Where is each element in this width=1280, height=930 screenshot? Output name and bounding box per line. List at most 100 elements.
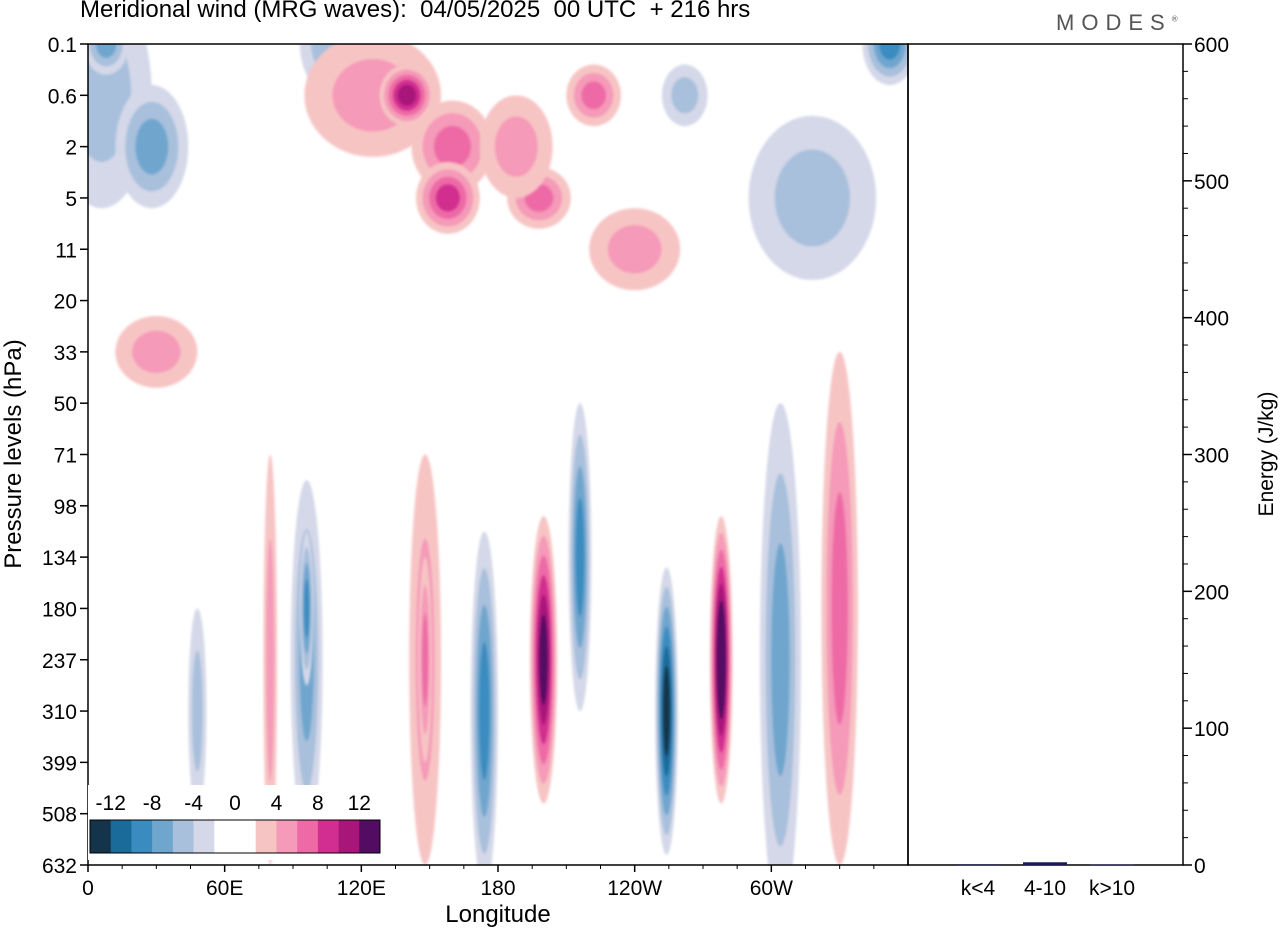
colorbar-swatch xyxy=(338,820,360,853)
energy-axis: 0 100 200 300 400 500 600 xyxy=(1183,34,1229,878)
wind-blob xyxy=(115,315,198,388)
wind-contour-shell xyxy=(132,330,181,374)
y-tick-label: 50 xyxy=(54,393,77,416)
wind-contour-shell xyxy=(397,84,417,106)
wind-blob xyxy=(470,531,498,865)
wind-contour-shell xyxy=(771,543,790,777)
y-tick-label: 71 xyxy=(54,445,77,468)
colorbar-swatch xyxy=(110,820,132,853)
colorbar-label: -8 xyxy=(143,792,162,815)
y-tick-label: 20 xyxy=(54,291,77,314)
y-tick-label: 134 xyxy=(42,547,77,570)
colorbar-label: 4 xyxy=(271,792,283,815)
energy-tick-label: 500 xyxy=(1194,171,1229,194)
wind-contour-shell xyxy=(581,81,607,110)
colorbar-swatch xyxy=(359,820,381,853)
energy-bar xyxy=(1090,864,1134,866)
colorbar-swatch xyxy=(131,820,153,853)
wind-blob xyxy=(589,208,681,291)
wind-blob xyxy=(115,85,189,209)
y-tick-label: 0.6 xyxy=(48,85,77,108)
modes-logo: MODES® xyxy=(1056,10,1178,35)
wind-blob xyxy=(88,44,129,75)
wind-contour-shell xyxy=(879,44,901,60)
energy-tick-label: 600 xyxy=(1194,34,1229,57)
y-axis-label: Pressure levels (hPa) xyxy=(0,339,27,568)
x-tick-label: 60E xyxy=(206,877,243,900)
colorbar-swatch xyxy=(172,820,194,853)
wind-contour-shell xyxy=(494,116,538,177)
colorbar-swatch xyxy=(214,820,236,853)
wind-blob xyxy=(416,162,480,234)
wind-contour-shell xyxy=(304,578,310,639)
wind-contour-shell xyxy=(717,617,725,703)
wind-contour-shell xyxy=(479,641,490,781)
wind-contour-shell xyxy=(662,665,671,757)
wind-blob xyxy=(479,95,553,198)
energy-category-label: k<4 xyxy=(961,877,996,900)
wind-blob xyxy=(566,64,622,127)
energy-bars: k<4 4-10 k>10 xyxy=(956,862,1135,900)
energy-bar xyxy=(1023,862,1067,865)
energy-tick-label: 100 xyxy=(1194,718,1229,741)
y-tick-label: 5 xyxy=(65,188,77,211)
wind-blob xyxy=(418,557,432,763)
wind-blob xyxy=(379,64,435,127)
y-tick-label: 237 xyxy=(42,650,77,673)
wind-contour-shell xyxy=(135,118,169,175)
colorbar-label: -4 xyxy=(184,792,203,815)
wind-contour-shell xyxy=(774,149,850,247)
colorbar-label: 0 xyxy=(229,792,241,815)
y-tick-label: 2 xyxy=(65,137,77,160)
y-tick-label: 33 xyxy=(54,342,77,365)
energy-tick-label: 300 xyxy=(1194,445,1229,468)
wind-contour-shell xyxy=(95,44,117,58)
wind-blob xyxy=(655,567,678,855)
wind-blob xyxy=(759,403,801,865)
colorbar-swatch xyxy=(235,820,257,853)
chart-title: Meridional wind (MRG waves): 04/05/2025 … xyxy=(80,0,751,23)
y-tick-label: 399 xyxy=(42,752,77,775)
wind-contour-shell xyxy=(266,538,275,781)
energy-category-label: 4-10 xyxy=(1024,877,1066,900)
y-tick-label: 98 xyxy=(54,496,77,519)
y-tick-label: 11 xyxy=(55,239,77,262)
wind-blob xyxy=(709,516,733,804)
colorbar-frame xyxy=(89,819,381,854)
colorbar-swatch xyxy=(276,820,298,853)
wind-blob xyxy=(748,115,877,281)
energy-frame xyxy=(907,43,1184,866)
wind-blob xyxy=(299,531,314,686)
wind-contour-shell xyxy=(607,225,662,274)
wind-blob xyxy=(529,516,558,804)
wind-blob xyxy=(568,403,592,712)
wind-contour-shell xyxy=(422,613,429,707)
colorbar-swatch xyxy=(297,820,319,853)
colorbar-swatch xyxy=(255,820,277,853)
x-tick-label: 0 xyxy=(82,877,94,900)
x-tick-label: 120W xyxy=(607,877,662,900)
wind-contour-shell xyxy=(671,77,699,114)
x-tick-label: 180 xyxy=(480,877,515,900)
colorbar-swatch xyxy=(90,820,112,853)
energy-tick-label: 0 xyxy=(1194,855,1206,878)
y-tick-label: 180 xyxy=(42,598,77,621)
y-tick-label: 632 xyxy=(42,855,77,878)
energy-axis-label: Energy (J/kg) xyxy=(1255,392,1278,517)
colorbar: -12 -8 -4 0 4 8 12 xyxy=(88,785,386,860)
x-axis-label: Longitude xyxy=(445,901,550,928)
wind-contour-shell xyxy=(539,614,548,706)
energy-tick-label: 400 xyxy=(1194,308,1229,331)
wind-contour-shell xyxy=(191,650,203,772)
colorbar-swatch xyxy=(152,820,174,853)
y-tick-label: 508 xyxy=(42,804,77,827)
colorbar-swatch xyxy=(317,820,339,853)
heatmap-field xyxy=(88,44,908,865)
colorbar-swatch xyxy=(193,820,215,853)
x-axis: 0 60E 120E 180 120W 60W xyxy=(82,865,875,900)
colorbar-label: -12 xyxy=(96,792,126,815)
wind-blob xyxy=(821,351,858,865)
energy-category-label: k>10 xyxy=(1089,877,1135,900)
wind-contour-shell xyxy=(435,184,461,212)
